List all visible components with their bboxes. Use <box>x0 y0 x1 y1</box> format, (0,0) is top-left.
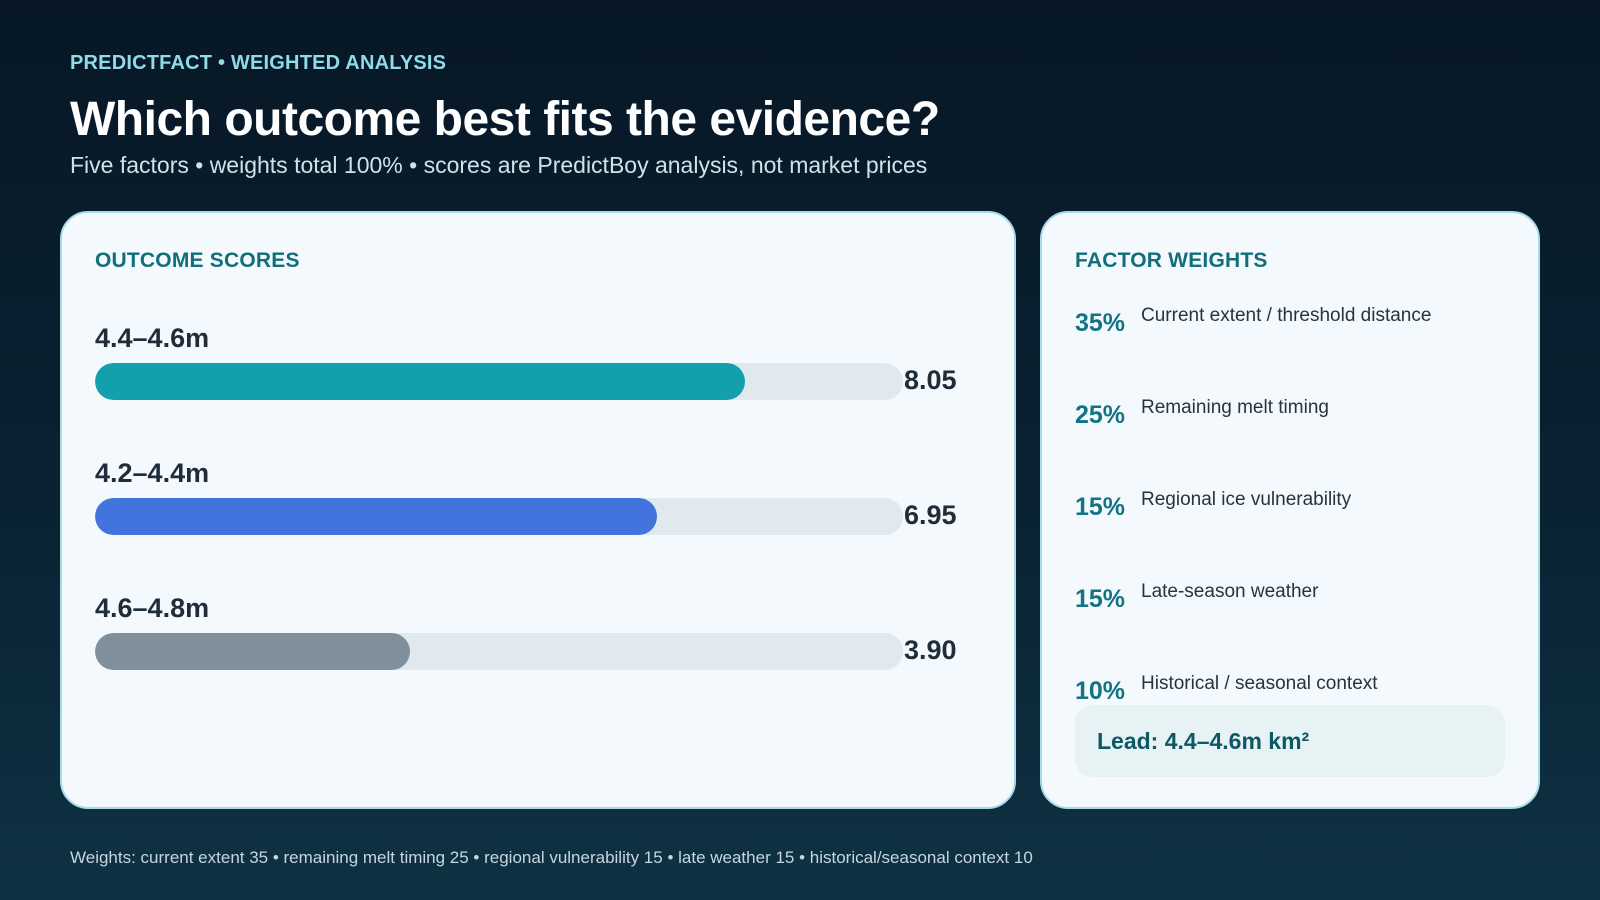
weight-item: 15% Late-season weather <box>1075 581 1515 641</box>
outcome-scores-card: OUTCOME SCORES 4.4–4.6m 8.05 4.2–4.4m 6.95 4… <box>60 211 1016 809</box>
weight-label: Late-season weather <box>1141 581 1319 602</box>
weight-label: Current extent / threshold distance <box>1141 305 1432 326</box>
outcome-scores-title: OUTCOME SCORES <box>95 249 300 272</box>
bar <box>95 498 657 535</box>
weight-label: Historical / seasonal context <box>1141 673 1378 694</box>
bar-track <box>95 498 903 535</box>
weight-item: 10% Historical / seasonal context <box>1075 673 1515 733</box>
weight-label: Regional ice vulnerability <box>1141 489 1352 510</box>
bar-row: 4.2–4.4m 6.95 <box>95 458 975 558</box>
bar <box>95 363 746 400</box>
factor-weights-card: FACTOR WEIGHTS 35% Current extent / thre… <box>1040 211 1540 809</box>
bar-track <box>95 363 903 400</box>
bar-row: 4.4–4.6m 8.05 <box>95 323 975 423</box>
bar-category-label: 4.6–4.8m <box>95 593 210 623</box>
eyebrow: PREDICTFACT • WEIGHTED ANALYSIS <box>70 52 447 74</box>
weight-item: 15% Regional ice vulnerability <box>1075 489 1515 549</box>
weight-percent: 15% <box>1075 493 1126 521</box>
lead-callout: Lead: 4.4–4.6m km² <box>1075 705 1505 777</box>
footer-note: Weights: current extent 35 • remaining m… <box>70 848 1033 867</box>
bar-value-label: 6.95 <box>904 500 957 530</box>
weight-item: 35% Current extent / threshold distance <box>1075 305 1515 365</box>
bar-value-label: 8.05 <box>904 365 957 395</box>
weight-label: Remaining melt timing <box>1141 397 1329 418</box>
weight-percent: 35% <box>1075 309 1126 337</box>
bar-value-label: 3.90 <box>904 635 957 665</box>
weight-percent: 15% <box>1075 585 1126 613</box>
bar-row: 4.6–4.8m 3.90 <box>95 593 975 693</box>
bar-category-label: 4.2–4.4m <box>95 458 210 488</box>
bar <box>95 633 411 670</box>
weight-item: 25% Remaining melt timing <box>1075 397 1515 457</box>
page-subtitle: Five factors • weights total 100% • scor… <box>70 152 928 178</box>
weight-percent: 25% <box>1075 401 1126 429</box>
bar-category-label: 4.4–4.6m <box>95 323 210 353</box>
page-title: Which outcome best fits the evidence? <box>70 93 940 146</box>
weight-percent: 10% <box>1075 677 1126 705</box>
factor-weights-title: FACTOR WEIGHTS <box>1075 249 1268 272</box>
bar-track <box>95 633 903 670</box>
